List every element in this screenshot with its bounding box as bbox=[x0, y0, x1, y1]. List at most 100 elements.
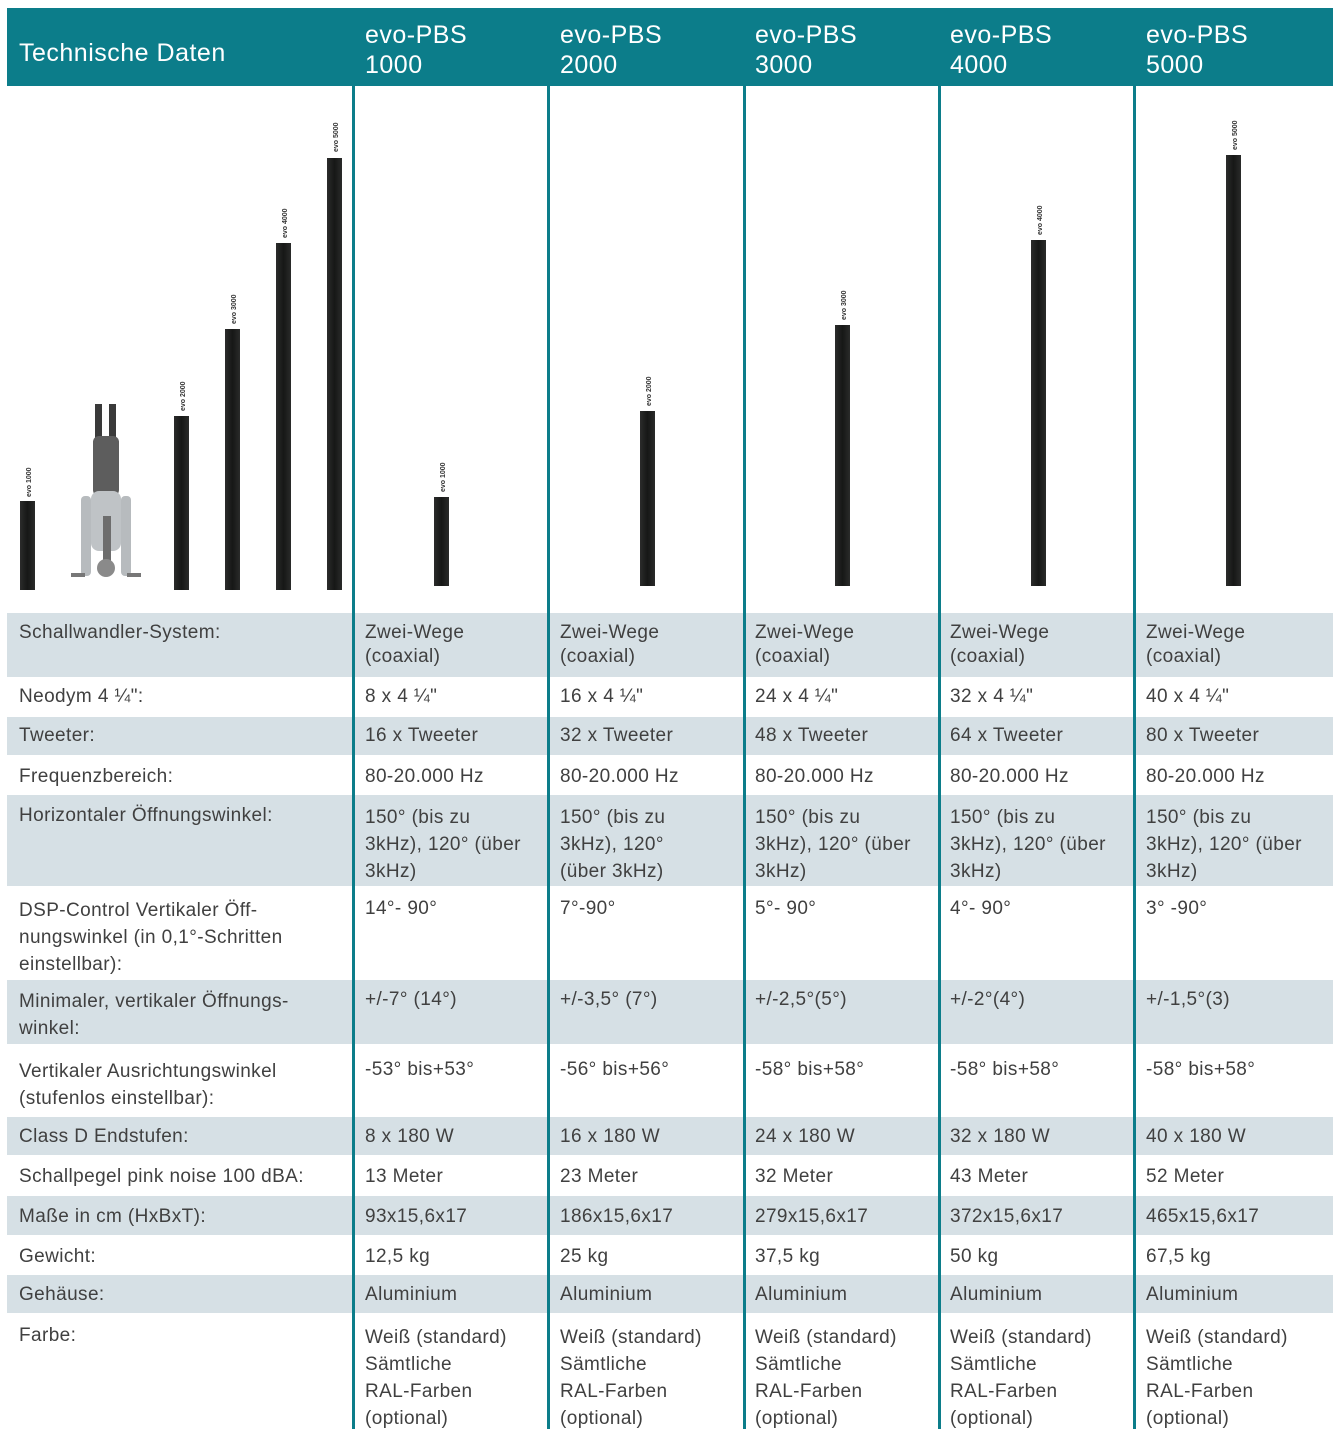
row-value: 50 kg bbox=[950, 1246, 999, 1267]
row-value: Weiß (standard) Sämtliche RAL-Farben (op… bbox=[1146, 1327, 1288, 1429]
speaker-label: evo 1000 bbox=[26, 467, 33, 497]
row-value: 5°- 90° bbox=[755, 898, 817, 919]
table-row: Minimaler, vertikaler Öffnungs- winkel: … bbox=[7, 980, 1333, 1044]
table-row: Neodym 4 ¼": 8 x 4 ¼" 16 x 4 ¼" 24 x 4 ¼… bbox=[7, 678, 1333, 716]
row-value: Zwei-Wege (coaxial) bbox=[365, 622, 465, 667]
row-value: 150° (bis zu 3kHz), 120° (über 3kHz) bbox=[755, 807, 911, 882]
table-row: DSP-Control Vertikaler Öff- nungswinkel … bbox=[7, 887, 1333, 979]
table-row: Gehäuse: Aluminium Aluminium Aluminium A… bbox=[7, 1275, 1333, 1313]
table-row: Schallwandler-System: Zwei-Wege (coaxial… bbox=[7, 613, 1333, 677]
row-value: Weiß (standard) Sämtliche RAL-Farben (op… bbox=[365, 1327, 507, 1429]
row-label: Neodym 4 ¼": bbox=[19, 686, 144, 707]
column-divider bbox=[938, 8, 941, 1429]
table-header: Technische Daten evo-PBS 1000 evo-PBS 20… bbox=[7, 8, 1333, 86]
table-row: Vertikaler Ausrichtungswinkel (stufenlos… bbox=[7, 1045, 1333, 1116]
header-model-2000: evo-PBS 2000 bbox=[560, 20, 662, 98]
model-number: 4000 bbox=[950, 51, 1008, 79]
speaker-evo-1000-small bbox=[20, 501, 35, 590]
table-row: Schallpegel pink noise 100 dBA: 13 Meter… bbox=[7, 1156, 1333, 1195]
row-label: Horizontaler Öffnungswinkel: bbox=[19, 805, 273, 826]
speaker-evo-5000 bbox=[1226, 155, 1241, 586]
row-value: 40 x 180 W bbox=[1146, 1126, 1247, 1147]
row-value: 16 x 4 ¼" bbox=[560, 686, 644, 707]
model-name: evo-PBS bbox=[365, 21, 468, 49]
table-row: Horizontaler Öffnungswinkel: 150° (bis z… bbox=[7, 795, 1333, 886]
row-label: Class D Endstufen: bbox=[19, 1126, 189, 1147]
column-divider bbox=[547, 8, 550, 1429]
row-value: 32 x Tweeter bbox=[560, 725, 674, 746]
speaker-label: evo 2000 bbox=[646, 376, 653, 406]
row-value: 150° (bis zu 3kHz), 120° (über 3kHz) bbox=[560, 807, 666, 882]
row-value: 8 x 180 W bbox=[365, 1126, 455, 1147]
speaker-illustration: evo 1000 evo 2000 evo 3000 evo 4000 evo … bbox=[20, 120, 1241, 590]
header-model-1000: evo-PBS 1000 bbox=[365, 20, 467, 98]
table-row: Tweeter: 16 x Tweeter 32 x Tweeter 48 x … bbox=[7, 717, 1333, 755]
row-value: 150° (bis zu 3kHz), 120° (über 3kHz) bbox=[1146, 807, 1302, 882]
row-value: 23 Meter bbox=[560, 1166, 639, 1187]
header-model-4000: evo-PBS 4000 bbox=[950, 20, 1052, 98]
row-label: DSP-Control Vertikaler Öff- nungswinkel … bbox=[19, 900, 283, 975]
header-title: Technische Daten bbox=[19, 39, 226, 67]
model-name: evo-PBS bbox=[755, 21, 858, 49]
speaker-evo-3000-small bbox=[225, 329, 240, 590]
column-divider bbox=[1133, 8, 1136, 1429]
row-value: 32 Meter bbox=[755, 1166, 834, 1187]
row-value: +/-1,5°(3) bbox=[1146, 989, 1230, 1010]
row-value: -58° bis+58° bbox=[950, 1059, 1060, 1080]
row-label: Frequenzbereich: bbox=[19, 766, 174, 787]
speaker-evo-1000 bbox=[434, 497, 449, 586]
row-value: Zwei-Wege (coaxial) bbox=[1146, 622, 1246, 667]
row-label: Tweeter: bbox=[19, 725, 96, 746]
row-value: 43 Meter bbox=[950, 1166, 1029, 1187]
row-value: Aluminium bbox=[1146, 1284, 1239, 1305]
row-value: 40 x 4 ¼" bbox=[1146, 686, 1230, 707]
row-label: Schallpegel pink noise 100 dBA: bbox=[19, 1166, 304, 1187]
product-image-area: evo 1000 evo 2000 evo 3000 evo 4000 evo … bbox=[7, 86, 1333, 606]
table-row: Gewicht: 12,5 kg 25 kg 37,5 kg 50 kg 67,… bbox=[7, 1236, 1333, 1274]
row-value: Aluminium bbox=[950, 1284, 1043, 1305]
row-value: Weiß (standard) Sämtliche RAL-Farben (op… bbox=[560, 1327, 702, 1429]
table-row: Farbe: Weiß (standard) Sämtliche RAL-Far… bbox=[7, 1314, 1333, 1429]
row-value: 150° (bis zu 3kHz), 120° (über 3kHz) bbox=[950, 807, 1106, 882]
speaker-evo-2000-small bbox=[174, 416, 189, 590]
row-value: 80-20.000 Hz bbox=[755, 766, 874, 787]
row-label: Farbe: bbox=[19, 1325, 77, 1346]
speaker-label: evo 5000 bbox=[333, 122, 340, 152]
row-label: Vertikaler Ausrichtungswinkel (stufenlos… bbox=[19, 1061, 277, 1109]
row-label: Maße in cm (HxBxT): bbox=[19, 1206, 207, 1227]
row-value: 80-20.000 Hz bbox=[365, 766, 484, 787]
speaker-evo-4000 bbox=[1031, 240, 1046, 586]
speaker-evo-4000-small bbox=[276, 243, 291, 590]
row-value: 8 x 4 ¼" bbox=[365, 686, 438, 707]
row-value: 64 x Tweeter bbox=[950, 725, 1064, 746]
row-value: 24 x 4 ¼" bbox=[755, 686, 839, 707]
row-value: 48 x Tweeter bbox=[755, 725, 869, 746]
row-value: -56° bis+56° bbox=[560, 1059, 670, 1080]
model-number: 1000 bbox=[365, 51, 423, 79]
model-name: evo-PBS bbox=[560, 21, 663, 49]
row-label: Schallwandler-System: bbox=[19, 622, 221, 643]
speaker-label: evo 4000 bbox=[282, 208, 289, 238]
model-number: 5000 bbox=[1146, 51, 1204, 79]
speaker-evo-2000 bbox=[640, 411, 655, 586]
row-value: +/-3,5° (7°) bbox=[560, 989, 658, 1010]
row-value: 80-20.000 Hz bbox=[560, 766, 679, 787]
speaker-label: evo 3000 bbox=[841, 290, 848, 320]
row-value: -58° bis+58° bbox=[1146, 1059, 1256, 1080]
row-value: 14°- 90° bbox=[365, 898, 438, 919]
row-value: 52 Meter bbox=[1146, 1166, 1225, 1187]
row-value: Weiß (standard) Sämtliche RAL-Farben (op… bbox=[950, 1327, 1092, 1429]
row-value: 67,5 kg bbox=[1146, 1246, 1212, 1267]
column-divider bbox=[743, 8, 746, 1429]
row-label: Minimaler, vertikaler Öffnungs- winkel: bbox=[19, 991, 289, 1039]
column-divider bbox=[352, 8, 355, 1429]
row-value: Zwei-Wege (coaxial) bbox=[560, 622, 660, 667]
row-value: Aluminium bbox=[755, 1284, 848, 1305]
row-value: 372x15,6x17 bbox=[950, 1206, 1064, 1227]
row-value: 186x15,6x17 bbox=[560, 1206, 674, 1227]
speaker-label: evo 1000 bbox=[440, 462, 447, 492]
table-row: Class D Endstufen: 8 x 180 W 16 x 180 W … bbox=[7, 1117, 1333, 1155]
row-value: 24 x 180 W bbox=[755, 1126, 856, 1147]
row-value: 465x15,6x17 bbox=[1146, 1206, 1260, 1227]
header-model-5000: evo-PBS 5000 bbox=[1146, 20, 1248, 98]
